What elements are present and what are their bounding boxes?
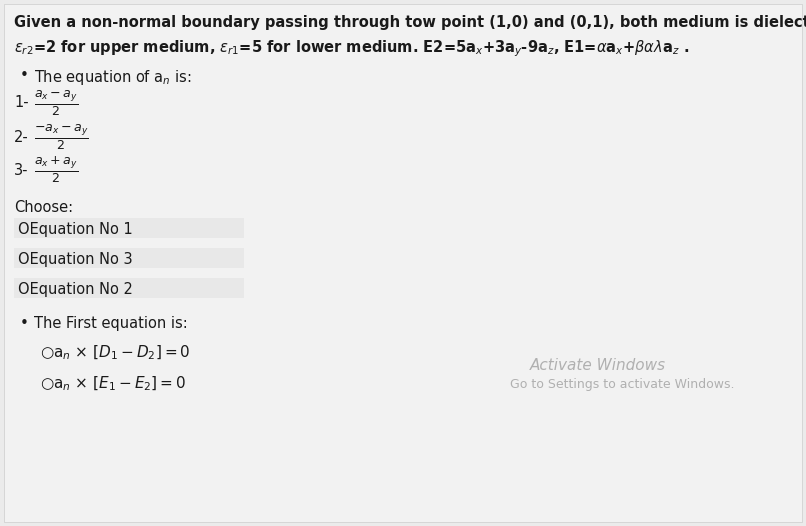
Text: Choose:: Choose: bbox=[14, 200, 73, 215]
Text: $\frac{-a_x-a_y}{2}$: $\frac{-a_x-a_y}{2}$ bbox=[34, 122, 89, 152]
Text: Go to Settings to activate Windows.: Go to Settings to activate Windows. bbox=[510, 378, 734, 391]
Text: Activate Windows: Activate Windows bbox=[530, 358, 666, 373]
FancyBboxPatch shape bbox=[14, 278, 244, 298]
Text: Given a non-normal boundary passing through tow point (1,0) and (0,1), both medi: Given a non-normal boundary passing thro… bbox=[14, 15, 806, 30]
Text: 1-: 1- bbox=[14, 95, 29, 110]
Text: OEquation No 2: OEquation No 2 bbox=[18, 282, 133, 297]
Text: OEquation No 1: OEquation No 1 bbox=[18, 222, 133, 237]
Text: $\frac{a_x+a_y}{2}$: $\frac{a_x+a_y}{2}$ bbox=[34, 155, 78, 186]
FancyBboxPatch shape bbox=[4, 4, 802, 522]
Text: •: • bbox=[20, 316, 29, 331]
Text: $\frac{a_x-a_y}{2}$: $\frac{a_x-a_y}{2}$ bbox=[34, 88, 78, 118]
Text: $\bigcirc$a$_n$ $\times$ $[E_1 - E_2] = 0$: $\bigcirc$a$_n$ $\times$ $[E_1 - E_2] = … bbox=[40, 375, 186, 393]
Text: 3-: 3- bbox=[14, 163, 28, 178]
FancyBboxPatch shape bbox=[14, 218, 244, 238]
FancyBboxPatch shape bbox=[14, 248, 244, 268]
Text: 2-: 2- bbox=[14, 130, 29, 145]
Text: OEquation No 3: OEquation No 3 bbox=[18, 252, 133, 267]
Text: The First equation is:: The First equation is: bbox=[34, 316, 188, 331]
Text: •: • bbox=[20, 68, 29, 83]
Text: $\varepsilon_{r2}$=2 for upper medium, $\varepsilon_{r1}$=5 for lower medium. E2: $\varepsilon_{r2}$=2 for upper medium, $… bbox=[14, 38, 689, 58]
Text: The equation of a$_n$ is:: The equation of a$_n$ is: bbox=[34, 68, 191, 87]
Text: $\bigcirc$a$_n$ $\times$ $[D_1 - D_2] = 0$: $\bigcirc$a$_n$ $\times$ $[D_1 - D_2] = … bbox=[40, 344, 190, 362]
